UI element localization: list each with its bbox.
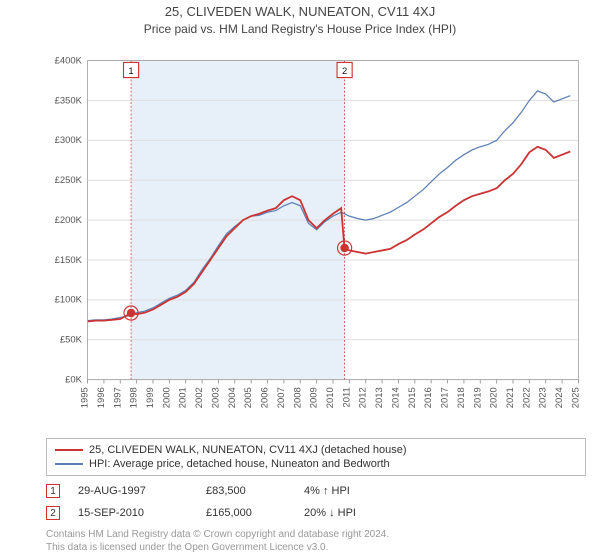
svg-text:2011: 2011 xyxy=(341,387,352,407)
chart-titles: 25, CLIVEDEN WALK, NUNEATON, CV11 4XJ Pr… xyxy=(0,0,600,38)
legend-row: HPI: Average price, detached house, Nune… xyxy=(55,457,577,471)
svg-text:2018: 2018 xyxy=(456,387,467,408)
svg-text:2014: 2014 xyxy=(390,387,401,408)
svg-text:2002: 2002 xyxy=(194,387,205,408)
legend: 25, CLIVEDEN WALK, NUNEATON, CV11 4XJ (d… xyxy=(0,434,600,478)
footer-line1: Contains HM Land Registry data © Crown c… xyxy=(46,528,586,541)
svg-text:2001: 2001 xyxy=(178,387,189,408)
chart-area: £0K £50K £100K £150K £200K £250K £300K £350K £40… xyxy=(0,38,600,434)
svg-text:2009: 2009 xyxy=(309,387,320,408)
svg-text:2021: 2021 xyxy=(505,387,516,408)
svg-text:1996: 1996 xyxy=(96,387,107,408)
transaction-number-box: 1 xyxy=(46,484,60,498)
svg-text:£0K: £0K xyxy=(65,374,82,385)
svg-text:2019: 2019 xyxy=(472,387,483,408)
svg-text:2004: 2004 xyxy=(227,387,238,408)
legend-swatch xyxy=(55,449,83,451)
transaction-number-box: 2 xyxy=(46,506,60,520)
svg-text:£100K: £100K xyxy=(55,295,83,306)
transaction-table: 1 29-AUG-1997 £83,500 4% ↑ HPI 2 15-SEP-2010 £… xyxy=(0,478,600,526)
svg-text:2010: 2010 xyxy=(325,387,336,408)
line-chart: £0K £50K £100K £150K £200K £250K £300K £350K £40… xyxy=(46,44,586,434)
svg-text:2017: 2017 xyxy=(440,387,451,408)
svg-text:£50K: £50K xyxy=(60,335,83,346)
svg-text:2005: 2005 xyxy=(243,387,254,408)
svg-text:2: 2 xyxy=(342,66,347,77)
svg-text:2003: 2003 xyxy=(210,387,221,408)
svg-text:1997: 1997 xyxy=(112,387,123,408)
legend-row: 25, CLIVEDEN WALK, NUNEATON, CV11 4XJ (d… xyxy=(55,443,577,457)
transaction-row: 1 29-AUG-1997 £83,500 4% ↑ HPI xyxy=(46,480,586,502)
transaction-price: £83,500 xyxy=(206,485,286,497)
transaction-pct-vs-hpi: 20% ↓ HPI xyxy=(304,507,394,519)
legend-swatch xyxy=(55,463,83,465)
svg-text:2008: 2008 xyxy=(292,387,303,408)
svg-text:2022: 2022 xyxy=(521,387,532,408)
svg-text:2012: 2012 xyxy=(358,387,369,408)
svg-text:1999: 1999 xyxy=(145,387,156,408)
footer-attribution: Contains HM Land Registry data © Crown c… xyxy=(0,526,600,560)
svg-text:1998: 1998 xyxy=(129,387,140,408)
legend-label: HPI: Average price, detached house, Nune… xyxy=(89,457,390,471)
svg-text:2023: 2023 xyxy=(538,387,549,408)
svg-text:£250K: £250K xyxy=(55,175,83,186)
svg-text:1: 1 xyxy=(128,66,133,77)
chart-title: 25, CLIVEDEN WALK, NUNEATON, CV11 4XJ xyxy=(0,4,600,19)
svg-text:2007: 2007 xyxy=(276,387,287,408)
svg-text:£350K: £350K xyxy=(55,95,83,106)
transaction-pct-vs-hpi: 4% ↑ HPI xyxy=(304,485,394,497)
transaction-date: 15-SEP-2010 xyxy=(78,507,188,519)
svg-text:2025: 2025 xyxy=(570,387,581,408)
transaction-date: 29-AUG-1997 xyxy=(78,485,188,497)
svg-text:2013: 2013 xyxy=(374,387,385,408)
svg-text:£300K: £300K xyxy=(55,135,83,146)
svg-text:2015: 2015 xyxy=(407,387,418,408)
footer-line2: This data is licensed under the Open Gov… xyxy=(46,541,586,554)
svg-text:2016: 2016 xyxy=(423,387,434,408)
transaction-row: 2 15-SEP-2010 £165,000 20% ↓ HPI xyxy=(46,502,586,524)
svg-text:£200K: £200K xyxy=(55,215,83,226)
svg-text:£400K: £400K xyxy=(55,55,83,66)
svg-text:2000: 2000 xyxy=(161,387,172,408)
svg-text:2024: 2024 xyxy=(554,387,565,408)
svg-text:1995: 1995 xyxy=(80,387,91,408)
svg-text:2006: 2006 xyxy=(260,387,271,408)
svg-text:£150K: £150K xyxy=(55,255,83,266)
chart-subtitle: Price paid vs. HM Land Registry's House … xyxy=(0,22,600,36)
legend-label: 25, CLIVEDEN WALK, NUNEATON, CV11 4XJ (d… xyxy=(89,443,407,457)
transaction-price: £165,000 xyxy=(206,507,286,519)
svg-text:2020: 2020 xyxy=(489,387,500,408)
